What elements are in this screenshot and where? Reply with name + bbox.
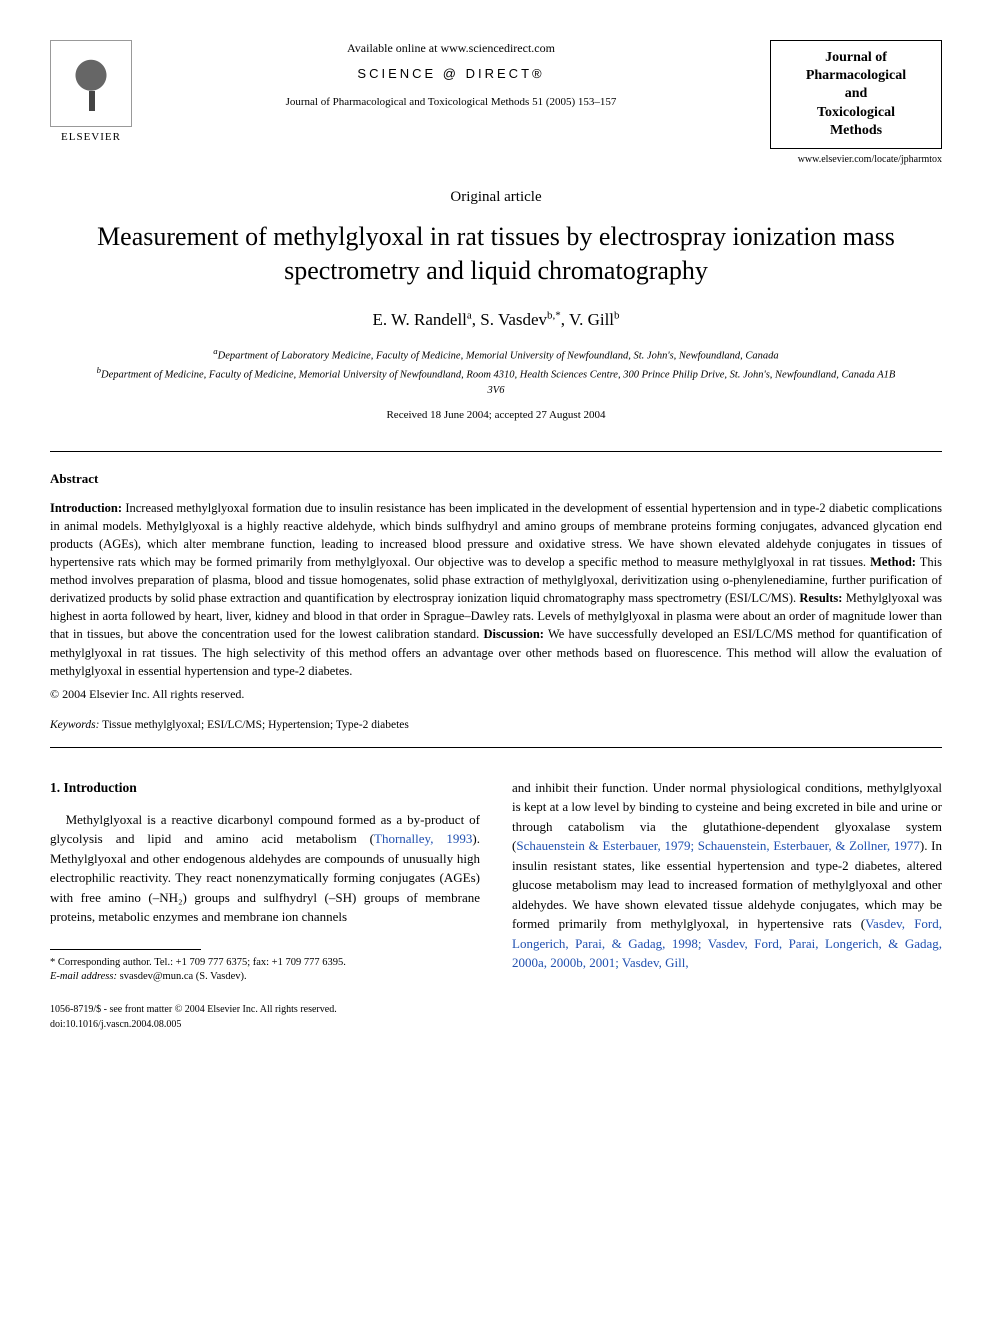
- copyright-line: © 2004 Elsevier Inc. All rights reserved…: [50, 686, 942, 703]
- abstract-intro-lead: Introduction:: [50, 501, 122, 515]
- journal-reference: Journal of Pharmacological and Toxicolog…: [147, 95, 755, 110]
- abstract-intro-text: Increased methylglyoxal formation due to…: [50, 501, 942, 569]
- available-online-text: Available online at www.sciencedirect.co…: [147, 40, 755, 57]
- journal-box-line: Journal of: [781, 49, 931, 67]
- affiliation-b: bDepartment of Medicine, Faculty of Medi…: [90, 364, 902, 398]
- journal-box-line: and: [781, 85, 931, 103]
- header-center: Available online at www.sciencedirect.co…: [132, 40, 770, 110]
- keywords-label: Keywords:: [50, 719, 99, 731]
- abstract-results-lead: Results:: [799, 591, 842, 605]
- article-dates: Received 18 June 2004; accepted 27 Augus…: [50, 408, 942, 423]
- divider: [50, 747, 942, 748]
- doi-line: doi:10.1016/j.vascn.2004.08.005: [50, 1017, 480, 1032]
- body-columns: 1. Introduction Methylglyoxal is a react…: [50, 778, 942, 1033]
- footnotes: * Corresponding author. Tel.: +1 709 777…: [50, 956, 480, 984]
- journal-box-line: Pharmacological: [781, 67, 931, 85]
- journal-title-box: Journal of Pharmacological and Toxicolog…: [770, 40, 942, 149]
- journal-box-line: Methods: [781, 122, 931, 140]
- email-line: E-mail address: svasdev@mun.ca (S. Vasde…: [50, 970, 480, 984]
- email-value: svasdev@mun.ca (S. Vasdev).: [117, 971, 247, 982]
- column-right: and inhibit their function. Under normal…: [512, 778, 942, 1033]
- author-list: E. W. Randella, S. Vasdevb,*, V. Gillb: [50, 308, 942, 332]
- keywords-text: Tissue methylglyoxal; ESI/LC/MS; Hyperte…: [99, 719, 408, 731]
- footer-meta: 1056-8719/$ - see front matter © 2004 El…: [50, 1002, 480, 1032]
- divider: [50, 451, 942, 452]
- email-label: E-mail address:: [50, 971, 117, 982]
- page-header: ELSEVIER Available online at www.science…: [50, 40, 942, 167]
- abstract-body: Introduction: Increased methylglyoxal fo…: [50, 499, 942, 680]
- abstract-heading: Abstract: [50, 470, 942, 488]
- article-title: Measurement of methylglyoxal in rat tiss…: [80, 220, 912, 288]
- journal-url: www.elsevier.com/locate/jpharmtox: [770, 153, 942, 167]
- section-heading: 1. Introduction: [50, 778, 480, 798]
- abstract-method-lead: Method:: [870, 555, 916, 569]
- journal-title-box-wrap: Journal of Pharmacological and Toxicolog…: [770, 40, 942, 167]
- affiliation-a-text: Department of Laboratory Medicine, Facul…: [218, 351, 779, 362]
- footnote-rule: [50, 949, 201, 950]
- citation-link[interactable]: Thornalley, 1993: [374, 831, 472, 846]
- paragraph: Methylglyoxal is a reactive dicarbonyl c…: [50, 810, 480, 927]
- publisher-logo: ELSEVIER: [50, 40, 132, 145]
- affiliation-a: aDepartment of Laboratory Medicine, Facu…: [90, 345, 902, 364]
- column-left: 1. Introduction Methylglyoxal is a react…: [50, 778, 480, 1033]
- journal-box-line: Toxicological: [781, 104, 931, 122]
- issn-line: 1056-8719/$ - see front matter © 2004 El…: [50, 1002, 480, 1017]
- article-type: Original article: [50, 187, 942, 208]
- abstract-discussion-lead: Discussion:: [484, 627, 544, 641]
- publisher-name: ELSEVIER: [50, 130, 132, 145]
- citation-link[interactable]: Schauenstein & Esterbauer, 1979; Schauen…: [516, 838, 920, 853]
- sciencedirect-logo: SCIENCE @ DIRECT®: [147, 65, 755, 83]
- corresponding-author-note: * Corresponding author. Tel.: +1 709 777…: [50, 956, 480, 970]
- elsevier-tree-icon: [66, 56, 116, 111]
- paragraph: and inhibit their function. Under normal…: [512, 778, 942, 973]
- keywords-line: Keywords: Tissue methylglyoxal; ESI/LC/M…: [50, 717, 942, 733]
- affiliations: aDepartment of Laboratory Medicine, Facu…: [90, 345, 902, 398]
- affiliation-b-text: Department of Medicine, Faculty of Medic…: [101, 370, 895, 396]
